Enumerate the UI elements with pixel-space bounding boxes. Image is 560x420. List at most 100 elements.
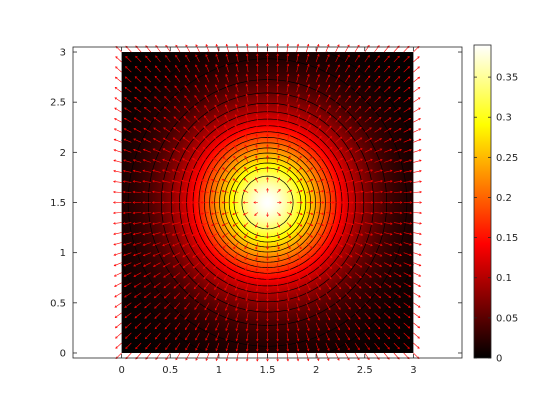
quiver-arrow [286, 272, 290, 281]
quiver-arrow [315, 242, 323, 248]
quiver-arrow [154, 75, 161, 83]
quiver-arrow [315, 94, 321, 103]
quiver-arrow [296, 252, 302, 261]
quiver-arrow [315, 157, 323, 163]
quiver-arrow [201, 232, 210, 237]
quiver-arrow [364, 179, 374, 183]
quiver-arrow [190, 212, 200, 215]
quiver-arrow [383, 342, 390, 350]
quiver-arrow [374, 302, 381, 309]
quiver-arrow [112, 190, 122, 194]
quiver-arrow [143, 262, 151, 267]
quiver-arrow [163, 106, 171, 113]
quiver-arrow [162, 262, 171, 268]
quiver-arrow [364, 332, 370, 340]
quiver-arrow [345, 352, 350, 361]
quiver-arrow [393, 138, 402, 143]
quiver-arrow [244, 134, 249, 143]
quiver-arrow [345, 190, 354, 193]
quiver-arrow [255, 83, 259, 93]
quiver-arrow [203, 272, 210, 280]
quiver-arrow [191, 242, 200, 247]
quiver-arrow [266, 93, 269, 103]
quiver-arrow [195, 352, 200, 361]
quiver-arrow [296, 332, 300, 342]
quiver-arrow [171, 179, 181, 183]
quiver-arrow [213, 125, 220, 133]
quiver-arrow [335, 190, 345, 193]
quiver-arrow [345, 292, 351, 300]
quiver-arrow [191, 232, 200, 237]
quiver-arrow [325, 115, 332, 123]
quiver-arrow [393, 272, 402, 277]
quiver-arrow [286, 63, 290, 73]
quiver-arrow [144, 96, 151, 103]
quiver-arrow [403, 252, 412, 256]
quiver-arrow [175, 54, 181, 63]
quiver-arrow [134, 312, 142, 319]
quiver-arrow [221, 201, 229, 204]
quiver-arrow [210, 212, 219, 215]
quiver-arrow [234, 262, 239, 271]
quiver-arrow [364, 232, 373, 236]
quiver-arrow [123, 128, 132, 133]
quiver-arrow [233, 232, 239, 238]
quiver-arrow [254, 188, 259, 193]
quiver-arrow [364, 75, 371, 83]
quiver-arrow [325, 84, 330, 93]
quiver-arrow [183, 126, 190, 133]
quiver-arrow [335, 115, 342, 123]
quiver-arrow [235, 73, 239, 83]
quiver-arrow [325, 292, 331, 300]
quiver-arrow [364, 211, 374, 215]
quiver-arrow [286, 178, 292, 183]
quiver-arrow [164, 96, 171, 103]
quiver-arrow [193, 115, 200, 123]
quiver-arrow [325, 332, 330, 341]
quiver-arrow [244, 144, 249, 153]
quiver-arrow [413, 302, 421, 308]
y-tick-label: 1 [60, 248, 66, 259]
y-tick-label: 0 [60, 348, 66, 359]
quiver-arrow [276, 292, 280, 302]
y-tick-label: 0.5 [50, 298, 66, 309]
quiver-arrow [306, 43, 310, 53]
quiver-arrow [153, 292, 161, 299]
quiver-arrow [306, 242, 313, 249]
quiver-arrow [335, 179, 344, 183]
quiver-arrow [325, 312, 330, 321]
quiver-arrow [210, 201, 219, 204]
quiver-arrow [345, 212, 354, 215]
quiver-arrow [393, 312, 401, 319]
quiver-arrow [403, 242, 412, 246]
quiver-arrow [255, 113, 259, 123]
quiver-arrow [354, 312, 361, 320]
quiver-arrow [325, 105, 331, 113]
quiver-arrow [113, 169, 122, 173]
quiver-arrow [142, 190, 151, 194]
quiver-arrow [335, 44, 340, 53]
quiver-arrow [133, 148, 142, 153]
quiver-arrow [211, 232, 220, 237]
quiver-arrow [122, 201, 132, 204]
quiver-arrow [184, 312, 190, 320]
quiver-arrow [403, 211, 413, 215]
quiver-arrow [244, 155, 249, 163]
quiver-arrow [354, 302, 361, 310]
quiver-arrow [124, 312, 132, 319]
quiver-arrow [223, 262, 229, 270]
quiver-arrow [221, 190, 229, 193]
quiver-arrow [315, 332, 320, 341]
quiver-arrow [212, 242, 220, 248]
quiver-arrow [143, 272, 151, 278]
quiver-arrow [244, 262, 249, 271]
quiver-arrow [266, 83, 269, 93]
quiver-arrow [266, 252, 269, 261]
quiver-arrow [124, 86, 132, 93]
quiver-arrow [335, 212, 345, 215]
quiver-arrow [114, 118, 122, 123]
quiver-arrow [221, 212, 229, 215]
quiver-arrow [194, 105, 200, 113]
quiver-arrow [306, 352, 310, 362]
quiver-arrow [345, 126, 352, 133]
